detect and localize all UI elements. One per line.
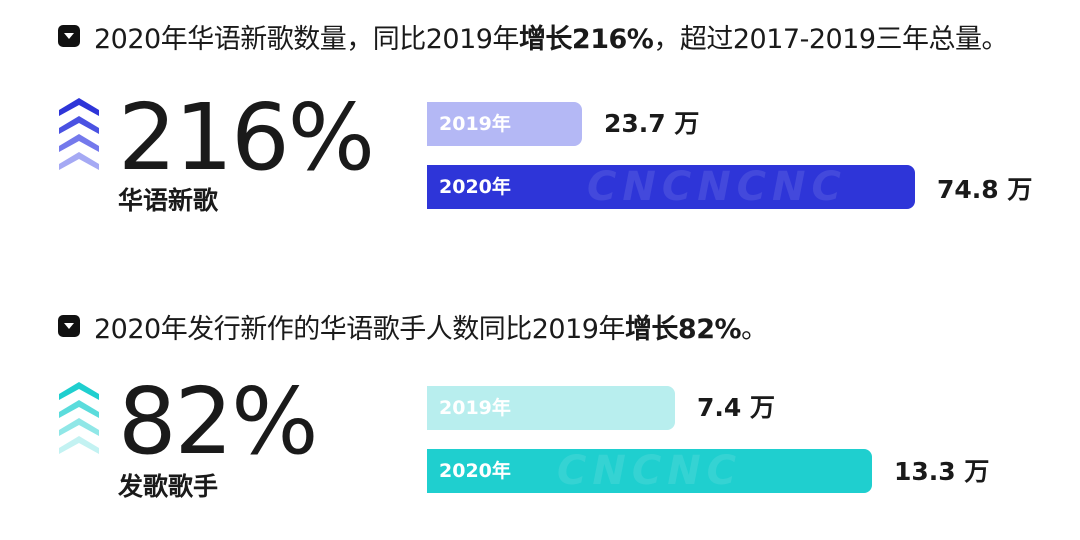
headline-highlight: 增长216% bbox=[518, 23, 654, 55]
headline-text: 2020年华语新歌数量，同比2019年 bbox=[94, 23, 519, 55]
bar-value-label: 23.7 万 bbox=[604, 109, 700, 138]
chevron-up-icon bbox=[59, 116, 99, 134]
chevron-down-icon bbox=[58, 315, 80, 337]
bar-2019: 2019年 bbox=[427, 102, 582, 146]
up-chevrons-icon bbox=[59, 382, 99, 454]
headline-suffix: ，超过2017-2019三年总量。 bbox=[653, 23, 1009, 55]
headline: 2020年发行新作的华语歌手人数同比2019年 增长82%。 bbox=[58, 306, 768, 346]
headline-suffix: 。 bbox=[741, 313, 768, 345]
big-number: 216% bbox=[118, 84, 375, 191]
bar-year-label: 2019年 bbox=[439, 113, 511, 135]
bar-year-label: 2020年 bbox=[439, 176, 511, 198]
big-number: 82% bbox=[118, 368, 318, 475]
bar-year-label: 2019年 bbox=[439, 397, 511, 419]
chevron-up-icon bbox=[59, 98, 99, 116]
chevron-down-icon bbox=[58, 25, 80, 47]
chevron-up-icon bbox=[59, 400, 99, 418]
bar-year-label: 2020年 bbox=[439, 460, 511, 482]
chevron-up-icon bbox=[59, 382, 99, 400]
chevron-up-icon bbox=[59, 134, 99, 152]
chevron-up-icon bbox=[59, 436, 99, 454]
watermark: CNCNC bbox=[557, 449, 743, 493]
headline-text: 2020年发行新作的华语歌手人数同比2019年 bbox=[94, 313, 625, 345]
bar-2020: CNCNCNC 2020年 bbox=[427, 165, 915, 209]
subtitle: 华语新歌 bbox=[118, 186, 219, 215]
bar-2019: 2019年 bbox=[427, 386, 675, 430]
up-chevrons-icon bbox=[59, 98, 99, 170]
bar-2020: CNCNC 2020年 bbox=[427, 449, 872, 493]
chevron-up-icon bbox=[59, 152, 99, 170]
bar-value-label: 7.4 万 bbox=[697, 393, 775, 422]
subtitle: 发歌歌手 bbox=[118, 472, 219, 501]
watermark: CNCNCNC bbox=[587, 165, 847, 209]
chevron-up-icon bbox=[59, 418, 99, 436]
headline-highlight: 增长82% bbox=[624, 313, 742, 345]
bar-value-label: 74.8 万 bbox=[937, 175, 1033, 204]
section-new-songs: 2020年华语新歌数量，同比2019年 增长216% ，超过2017-2019三年总… bbox=[58, 16, 1033, 215]
headline: 2020年华语新歌数量，同比2019年 增长216% ，超过2017-2019三年总… bbox=[58, 16, 1009, 56]
section-singers: 2020年发行新作的华语歌手人数同比2019年 增长82%。 82% 发歌歌手 2… bbox=[0, 290, 1080, 540]
bar-value-label: 13.3 万 bbox=[894, 457, 990, 486]
